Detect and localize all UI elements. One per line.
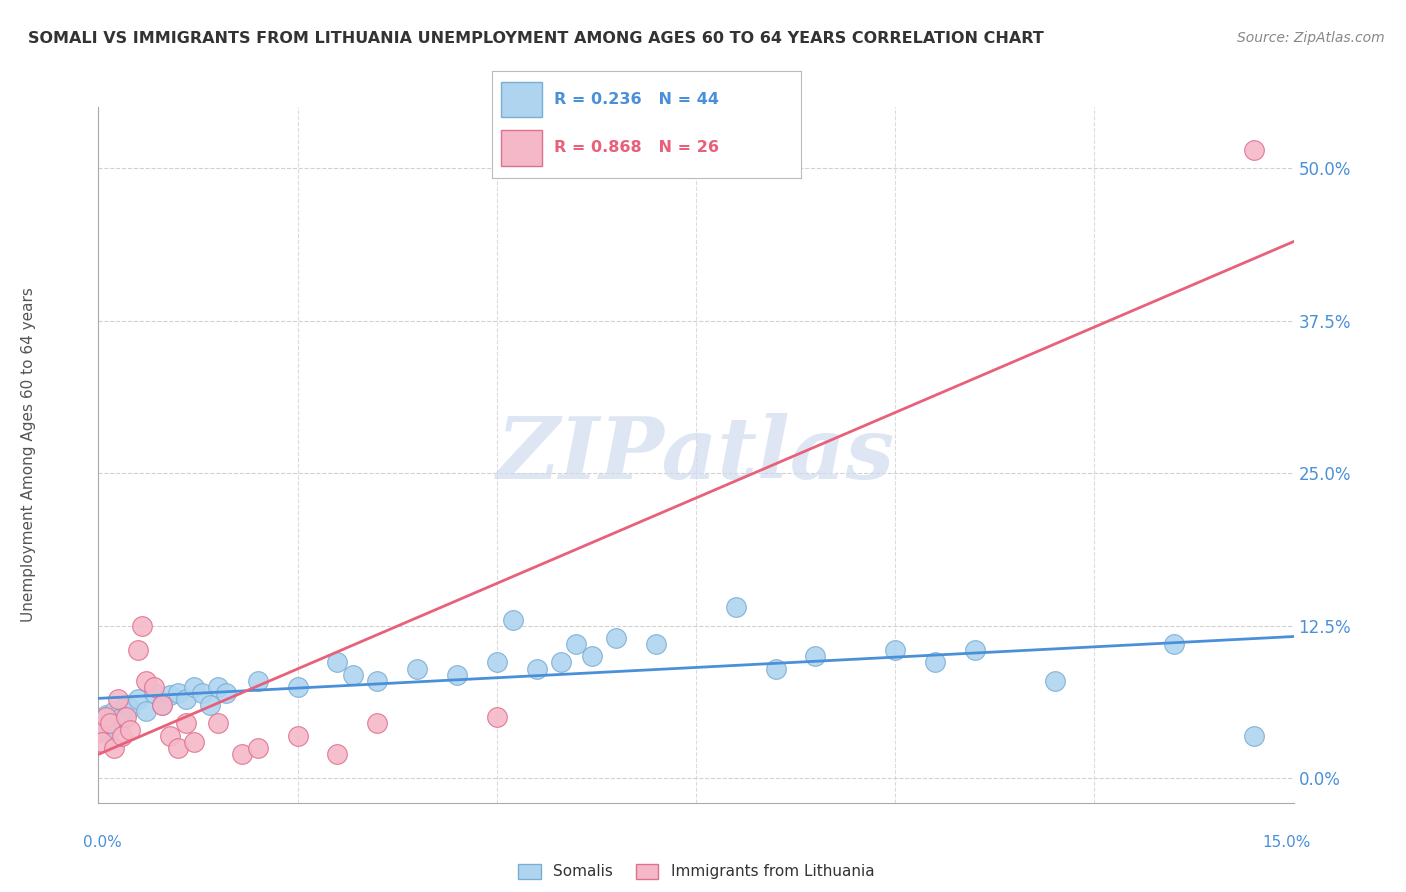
Point	[581, 649, 603, 664]
Point	[446, 667, 468, 681]
Point	[135, 704, 157, 718]
Point	[198, 698, 221, 713]
Point	[183, 735, 205, 749]
Point	[565, 637, 588, 651]
Point	[246, 740, 269, 755]
Point	[87, 723, 110, 737]
Point	[103, 740, 125, 755]
Point	[103, 704, 125, 718]
Point	[215, 686, 238, 700]
Text: Source: ZipAtlas.com: Source: ZipAtlas.com	[1237, 31, 1385, 45]
Point	[159, 729, 181, 743]
Point	[645, 637, 668, 651]
Point	[174, 716, 197, 731]
Point	[120, 700, 142, 714]
Point	[143, 686, 166, 700]
Point	[526, 661, 548, 675]
Point	[87, 716, 110, 731]
Point	[174, 692, 197, 706]
Point	[127, 692, 149, 706]
Point	[924, 656, 946, 670]
Point	[207, 680, 229, 694]
Point	[1163, 637, 1185, 651]
Point	[287, 680, 309, 694]
Text: R = 0.236   N = 44: R = 0.236 N = 44	[554, 92, 718, 107]
Point	[326, 747, 349, 761]
Point	[550, 656, 572, 670]
Point	[1043, 673, 1066, 688]
Text: ZIPatlas: ZIPatlas	[496, 413, 896, 497]
Point	[406, 661, 429, 675]
Text: 15.0%: 15.0%	[1263, 836, 1310, 850]
Point	[246, 673, 269, 688]
Point	[884, 643, 907, 657]
Point	[115, 698, 138, 713]
Point	[98, 716, 122, 731]
Point	[111, 710, 134, 724]
Point	[1243, 143, 1265, 157]
Point	[150, 698, 173, 713]
Text: SOMALI VS IMMIGRANTS FROM LITHUANIA UNEMPLOYMENT AMONG AGES 60 TO 64 YEARS CORRE: SOMALI VS IMMIGRANTS FROM LITHUANIA UNEM…	[28, 31, 1043, 46]
Point	[127, 643, 149, 657]
Point	[131, 619, 153, 633]
Point	[167, 740, 190, 755]
Bar	[502, 130, 541, 166]
Text: 0.0%: 0.0%	[83, 836, 122, 850]
Point	[111, 729, 134, 743]
Point	[231, 747, 253, 761]
Point	[485, 710, 508, 724]
Point	[150, 698, 173, 713]
Point	[167, 686, 190, 700]
Point	[120, 723, 142, 737]
Point	[143, 680, 166, 694]
Point	[724, 600, 747, 615]
Point	[502, 613, 524, 627]
Point	[605, 631, 627, 645]
Point	[342, 667, 364, 681]
Point	[107, 692, 129, 706]
Point	[485, 656, 508, 670]
Point	[326, 656, 349, 670]
Point	[191, 686, 214, 700]
Point	[1243, 729, 1265, 743]
Point	[366, 716, 388, 731]
Point	[963, 643, 986, 657]
Point	[135, 673, 157, 688]
Point	[115, 710, 138, 724]
Point	[366, 673, 388, 688]
Point	[804, 649, 827, 664]
Point	[183, 680, 205, 694]
Point	[98, 723, 122, 737]
Point	[207, 716, 229, 731]
Point	[91, 735, 114, 749]
Point	[287, 729, 309, 743]
Legend: Somalis, Immigrants from Lithuania: Somalis, Immigrants from Lithuania	[512, 857, 880, 886]
Bar	[502, 82, 541, 118]
Point	[765, 661, 787, 675]
Point	[159, 689, 181, 703]
Text: Unemployment Among Ages 60 to 64 years: Unemployment Among Ages 60 to 64 years	[21, 287, 35, 623]
Text: R = 0.868   N = 26: R = 0.868 N = 26	[554, 140, 718, 155]
Point	[91, 725, 114, 739]
Point	[96, 710, 118, 724]
Point	[96, 707, 118, 722]
